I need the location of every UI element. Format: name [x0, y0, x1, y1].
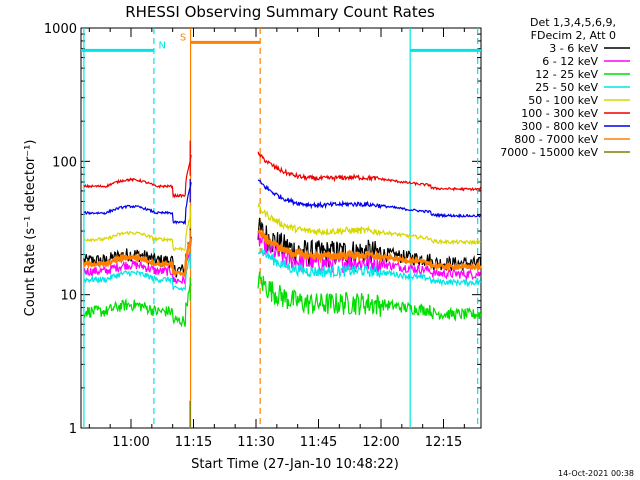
series-line [257, 151, 482, 192]
x-tick-label: 11:15 [175, 435, 212, 450]
plot-frame [80, 27, 482, 429]
series-line [83, 240, 192, 285]
series-line [257, 179, 482, 219]
chart-title: RHESSI Observing Summary Count Rates [125, 3, 435, 21]
region-label: S [180, 32, 186, 43]
series-line [257, 271, 482, 322]
axis-ticks: 1 10 100 1000 11:00 11:15 11:30 11:45 12:00 12:15 [44, 22, 481, 450]
region-label: N [159, 40, 166, 51]
legend-entry-label: 7000 - 15000 keV [500, 146, 598, 159]
x-tick-label: 12:15 [425, 435, 462, 450]
y-tick-label: 10 [60, 289, 77, 304]
series-line [257, 248, 482, 288]
legend-entry-label: 6 - 12 keV [542, 55, 598, 68]
region-annotations: NS [81, 32, 481, 52]
series-line [82, 238, 193, 278]
series-line [83, 282, 192, 328]
legend: Det 1,3,4,5,6,9,FDecim 2, Att 03 - 6 keV… [500, 16, 630, 159]
series-line [83, 182, 192, 226]
y-tick-label: 1000 [44, 22, 77, 37]
series-line [257, 229, 482, 273]
legend-entry-label: 25 - 50 keV [535, 81, 598, 94]
x-tick-label: 12:00 [362, 435, 399, 450]
data-series [82, 140, 482, 428]
legend-entry-label: 3 - 6 keV [549, 42, 598, 55]
legend-entry-label: 100 - 300 keV [521, 107, 598, 120]
legend-entry-label: 300 - 800 keV [521, 120, 598, 133]
legend-entry-label: 50 - 100 keV [528, 94, 598, 107]
legend-header: Det 1,3,4,5,6,9, [530, 16, 616, 29]
y-axis-label: Count Rate (s⁻¹ detector⁻¹) [23, 140, 38, 317]
legend-entry-label: 800 - 7000 keV [514, 133, 598, 146]
generation-timestamp: 14-Oct-2021 00:38 [558, 469, 634, 478]
series-line [257, 202, 482, 246]
legend-header: FDecim 2, Att 0 [531, 29, 616, 42]
x-axis-label: Start Time (27-Jan-10 10:48:22) [191, 457, 399, 472]
y-tick-label: 1 [69, 422, 77, 437]
x-tick-label: 11:30 [237, 435, 274, 450]
series-line [83, 154, 192, 199]
series-line [83, 253, 192, 292]
y-tick-label: 100 [52, 155, 77, 170]
series-line [83, 213, 192, 253]
x-tick-label: 11:45 [300, 435, 337, 450]
legend-entry-label: 12 - 25 keV [535, 68, 598, 81]
region-boundaries [83, 28, 479, 428]
x-tick-label: 11:00 [112, 435, 149, 450]
